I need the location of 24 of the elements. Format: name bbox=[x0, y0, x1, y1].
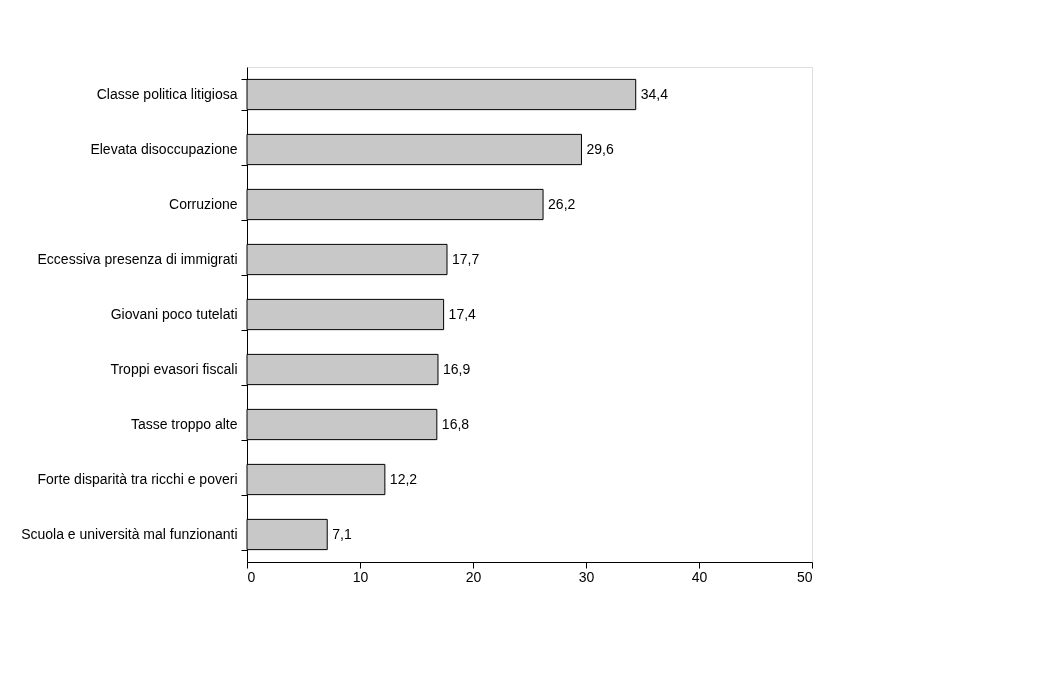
data-label: 26,2 bbox=[548, 195, 576, 212]
data-label: 16,8 bbox=[441, 415, 470, 432]
y-tick-label: Eccessiva presenza di immigrati bbox=[37, 251, 238, 267]
data-label: 29,6 bbox=[586, 140, 614, 157]
y-tick-label: Troppi evasori fiscali bbox=[110, 361, 238, 377]
data-label: 12,2 bbox=[389, 470, 418, 487]
x-tick-label: 50 bbox=[796, 568, 813, 585]
x-tick-label: 20 bbox=[465, 568, 482, 585]
y-tick-label: Corruzione bbox=[169, 196, 238, 212]
y-tick-label: Classe politica litigiosa bbox=[96, 86, 238, 102]
x-tick-label: 0 bbox=[247, 568, 256, 585]
x-tick-label: 30 bbox=[578, 568, 595, 585]
y-tick-label: Giovani poco tutelati bbox=[110, 306, 238, 322]
y-tick-label: Tasse troppo alte bbox=[130, 416, 238, 432]
data-label: 16,9 bbox=[442, 360, 471, 377]
data-label: 17,7 bbox=[452, 250, 480, 267]
x-tick-label: 40 bbox=[691, 568, 708, 585]
data-label: 17,4 bbox=[448, 305, 477, 322]
x-tick-label: 10 bbox=[352, 568, 369, 585]
data-label: 7,1 bbox=[332, 525, 352, 542]
data-label: 34,4 bbox=[640, 85, 669, 102]
y-tick-label: Elevata disoccupazione bbox=[90, 141, 238, 157]
y-tick-label: Scuola e università mal funzionanti bbox=[21, 526, 238, 542]
y-tick-label: Forte disparità tra ricchi e poveri bbox=[37, 471, 238, 487]
